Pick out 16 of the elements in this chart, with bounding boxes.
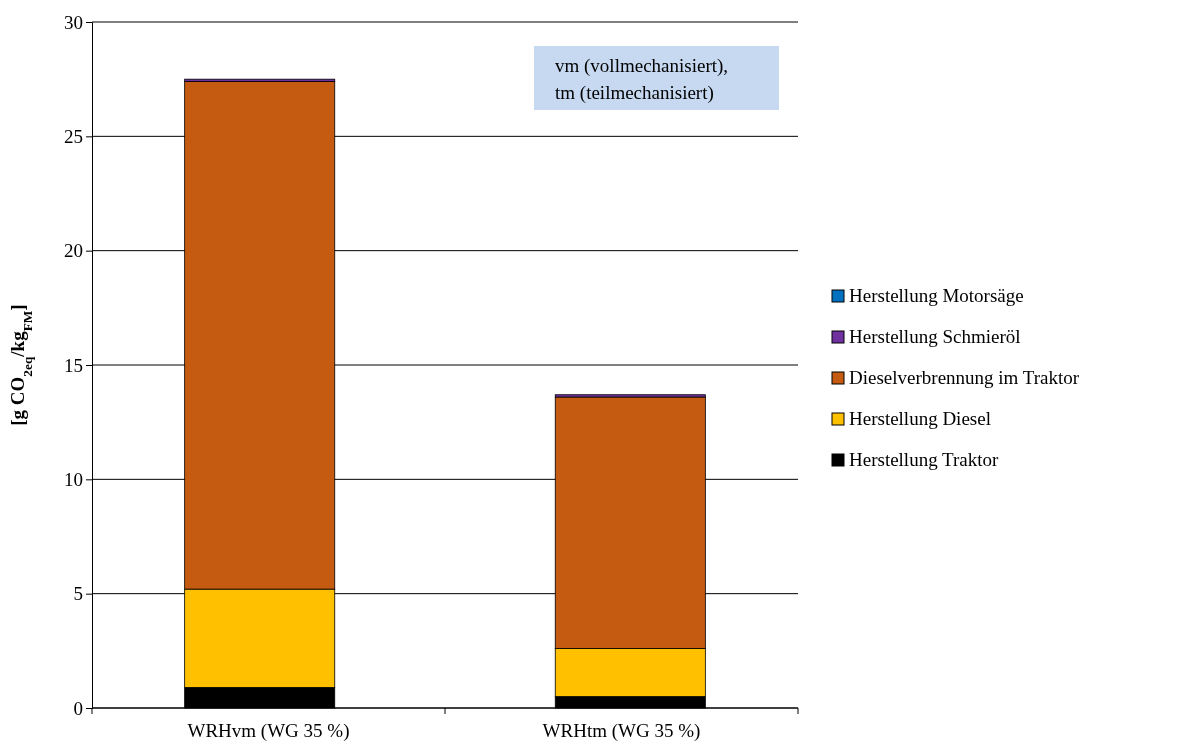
y-tick-label: 10 (64, 468, 83, 490)
y-tick-label: 20 (64, 240, 83, 262)
x-tick-label: WRHtm (WG 35 %) (542, 720, 701, 742)
legend-label: Herstellung Motorsäge (849, 285, 1024, 306)
note-box: vm (vollmechanisiert), tm (teilmechanisiert) (534, 46, 779, 110)
legend-label: Dieselverbrennung im Traktor (849, 367, 1080, 388)
y-tick-label: 30 (64, 11, 83, 33)
annotation: vm (vollmechanisiert), tm (teilmechanisiert) (555, 55, 729, 104)
legend-label: Herstellung Traktor (849, 449, 1000, 470)
y-tick-label: 0 (73, 697, 83, 719)
x-tick-label: WRHvm (WG 35 %) (187, 720, 350, 742)
legend-label: Herstellung Schmieröl (849, 326, 1021, 347)
y-tick-label: 15 (64, 354, 83, 376)
y-tick-label: 5 (73, 583, 83, 605)
legend-label: Herstellung Diesel (849, 408, 991, 429)
y-tick-label: 25 (64, 125, 83, 147)
